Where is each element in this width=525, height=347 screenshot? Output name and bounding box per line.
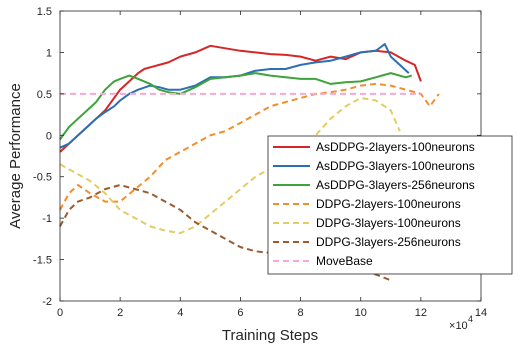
y-tick-label: 1.5 [37, 6, 52, 18]
y-tick-label: 1 [46, 47, 52, 59]
multiplier-base: 10 [455, 320, 467, 332]
axis-ticks [59, 10, 482, 302]
legend-label-6: DDPG-3layers-256neurons [316, 235, 461, 249]
y-axis-title: Average Performance [7, 83, 24, 229]
legend-label-1: AsDDPG-2layers-100neurons [316, 140, 475, 154]
y-tick-label: -1 [42, 213, 52, 225]
multiplier-exponent: 4 [468, 314, 473, 324]
y-tick-label: -2 [42, 296, 52, 308]
x-tick-label: 12 [415, 307, 427, 319]
x-tick-label: 0 [57, 307, 63, 319]
legend-label-2: AsDDPG-3layers-100neurons [316, 159, 475, 173]
x-tick-label: 2 [117, 307, 123, 319]
plot-lines [59, 43, 440, 282]
x-axis-title: Training Steps [222, 327, 318, 344]
x-tick-label: 6 [237, 307, 243, 319]
y-tick-label: 0 [46, 130, 52, 142]
multiplier-prefix-icon: × [449, 320, 455, 332]
legend-label-3: AsDDPG-3layers-256neurons [316, 178, 475, 192]
y-tick-label: 0.5 [37, 89, 52, 101]
series-line-2 [59, 43, 410, 149]
series-line-3 [59, 72, 413, 140]
legend-label-5: DDPG-3layers-100neurons [316, 216, 461, 230]
legend-label-7: MoveBase [316, 254, 373, 268]
axis-tick-labels: 0 2 4 6 8 10 12 14 -2 -1.5 -1 -0.5 0 0.5 1 1.5 [33, 6, 487, 319]
y-tick-label: -1.5 [33, 255, 52, 267]
y-tick-label: -0.5 [33, 172, 52, 184]
x-tick-label: 8 [298, 307, 304, 319]
x-tick-label: 10 [355, 307, 367, 319]
x-tick-label: 14 [475, 307, 487, 319]
legend: AsDDPG-2layers-100neurons AsDDPG-3layers-… [267, 135, 513, 275]
svg-text:×10: ×10 [449, 320, 468, 332]
x-tick-label: 4 [177, 307, 183, 319]
series-line-5 [59, 97, 401, 235]
x-axis-multiplier: ×10 4 [449, 314, 473, 332]
legend-label-4: DDPG-2layers-100neurons [316, 197, 461, 211]
